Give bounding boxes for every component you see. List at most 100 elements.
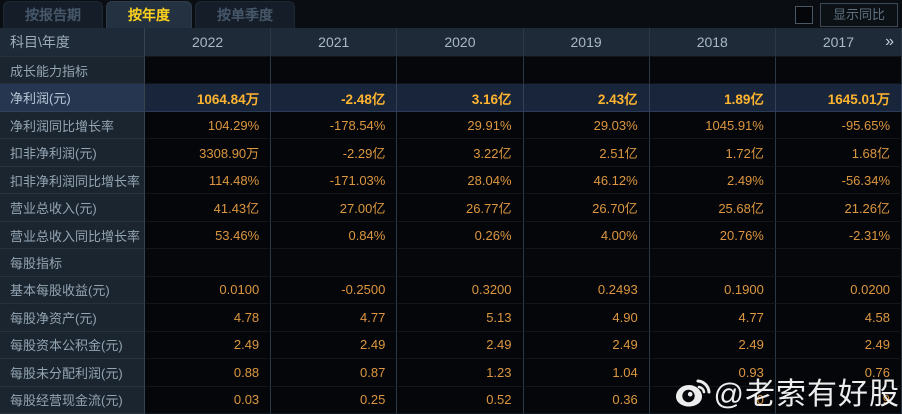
value-cell: -178.54% xyxy=(271,111,398,140)
value-cell: 4.77 xyxy=(271,304,398,332)
value-cell xyxy=(523,249,650,277)
year-header-2020[interactable]: 2020 xyxy=(397,28,524,57)
value-cell: 104.29% xyxy=(145,111,272,140)
value-cell: -56.34% xyxy=(775,166,902,195)
value-cell: 3.16亿 xyxy=(397,84,524,112)
row-label: 每股资本公积金(元) xyxy=(0,331,145,360)
value-cell: 3308.90万 xyxy=(145,139,272,167)
value-cell: 41.43亿 xyxy=(145,194,272,222)
value-cell xyxy=(397,57,524,85)
value-cell: 29.03% xyxy=(523,111,650,140)
value-cell xyxy=(775,57,902,85)
value-cell: 4.58 xyxy=(775,304,902,332)
tab-by-report-period[interactable]: 按报告期 xyxy=(3,1,103,28)
value-cell: 26.77亿 xyxy=(397,194,524,222)
value-cell: 2.49 xyxy=(775,331,902,360)
value-cell xyxy=(649,249,776,277)
show-yoy-label[interactable]: 显示同比 xyxy=(819,3,898,27)
value-cell: 0.84% xyxy=(271,221,398,250)
table-row[interactable]: 净利润(元) 1064.84万 -2.48亿 3.16亿 2.43亿 1.89亿 1645.… xyxy=(0,84,902,112)
value-cell: 1.72亿 xyxy=(649,139,776,167)
table-row[interactable]: 每股净资产(元) 4.78 4.77 5.13 4.90 4.77 4.58 xyxy=(0,304,902,332)
year-header-2019[interactable]: 2019 xyxy=(523,28,650,57)
row-label: 每股未分配利润(元) xyxy=(0,359,145,387)
row-label: 扣非净利润(元) xyxy=(0,139,145,167)
year-header-2017-label: 2017 xyxy=(822,34,855,50)
value-cell: 28.04% xyxy=(397,166,524,195)
tab-by-single-quarter[interactable]: 按单季度 xyxy=(195,1,295,28)
table-row[interactable]: 每股经营现金流(元) 0.03 0.25 0.52 0.36 0 9 xyxy=(0,386,902,414)
row-label: 每股经营现金流(元) xyxy=(0,386,145,414)
row-label: 每股指标 xyxy=(0,249,145,277)
value-cell: 0.0100 xyxy=(145,276,272,305)
row-label: 营业总收入(元) xyxy=(0,194,145,222)
value-cell: 1.04 xyxy=(523,359,650,387)
value-cell: 20.76% xyxy=(649,221,776,250)
financial-table: 科目\年度 2022 2021 2020 2019 2018 2017 » 成长… xyxy=(0,28,902,414)
table-row[interactable]: 基本每股收益(元) 0.0100 -0.2500 0.3200 0.2493 0.1900… xyxy=(0,276,902,305)
value-cell: 0.1900 xyxy=(649,276,776,305)
value-cell: 0.25 xyxy=(271,386,398,414)
tab-by-year[interactable]: 按年度 xyxy=(106,1,192,28)
table-row[interactable]: 每股未分配利润(元) 0.88 0.87 1.23 1.04 0.93 0.76 xyxy=(0,359,902,387)
value-cell: 9 xyxy=(775,386,902,414)
value-cell xyxy=(397,249,524,277)
year-header-2021[interactable]: 2021 xyxy=(271,28,398,57)
value-cell: 0.3200 xyxy=(397,276,524,305)
row-label: 基本每股收益(元) xyxy=(0,276,145,305)
table-body: 成长能力指标 净利润(元) 1064.84万 -2.48亿 3.16亿 2.43亿 1.89… xyxy=(0,57,902,414)
period-tabbar: 按报告期 按年度 按单季度 显示同比 xyxy=(0,0,902,28)
table-section-row[interactable]: 每股指标 xyxy=(0,249,902,277)
value-cell: 3.22亿 xyxy=(397,139,524,167)
table-row[interactable]: 扣非净利润同比增长率 114.48% -171.03% 28.04% 46.12% 2.4… xyxy=(0,166,902,195)
value-cell: 53.46% xyxy=(145,221,272,250)
value-cell: -95.65% xyxy=(775,111,902,140)
value-cell xyxy=(271,249,398,277)
row-label: 成长能力指标 xyxy=(0,57,145,85)
value-cell xyxy=(145,57,272,85)
table-section-row[interactable]: 成长能力指标 xyxy=(0,57,902,85)
more-years-icon[interactable]: » xyxy=(885,33,895,50)
row-label: 营业总收入同比增长率 xyxy=(0,221,145,250)
value-cell: 1645.01万 xyxy=(775,84,902,112)
value-cell: -2.48亿 xyxy=(271,84,398,112)
value-cell: 2.49 xyxy=(523,331,650,360)
table-row[interactable]: 每股资本公积金(元) 2.49 2.49 2.49 2.49 2.49 2.49 xyxy=(0,331,902,360)
value-cell: 0.88 xyxy=(145,359,272,387)
value-cell xyxy=(271,57,398,85)
value-cell: 4.90 xyxy=(523,304,650,332)
value-cell: 0.36 xyxy=(523,386,650,414)
value-cell: 0.93 xyxy=(649,359,776,387)
value-cell xyxy=(523,57,650,85)
value-cell: 0.76 xyxy=(775,359,902,387)
value-cell xyxy=(775,249,902,277)
value-cell: 4.78 xyxy=(145,304,272,332)
value-cell: 2.49 xyxy=(271,331,398,360)
yoy-controls: 显示同比 xyxy=(794,3,898,27)
table-row[interactable]: 净利润同比增长率 104.29% -178.54% 29.91% 29.03% 1045.… xyxy=(0,111,902,140)
table-row[interactable]: 营业总收入同比增长率 53.46% 0.84% 0.26% 4.00% 20.76% -2.… xyxy=(0,221,902,250)
value-cell: -2.29亿 xyxy=(271,139,398,167)
value-cell: 2.49 xyxy=(145,331,272,360)
table-header-row: 科目\年度 2022 2021 2020 2019 2018 2017 » xyxy=(0,28,902,57)
row-label: 每股净资产(元) xyxy=(0,304,145,332)
year-header-2022[interactable]: 2022 xyxy=(145,28,272,57)
table-row[interactable]: 营业总收入(元) 41.43亿 27.00亿 26.77亿 26.70亿 25.68亿 21… xyxy=(0,194,902,222)
value-cell: 4.00% xyxy=(523,221,650,250)
value-cell: 29.91% xyxy=(397,111,524,140)
show-yoy-checkbox[interactable] xyxy=(794,6,813,24)
value-cell: 1.68亿 xyxy=(775,139,902,167)
value-cell: 0.26% xyxy=(397,221,524,250)
value-cell: 27.00亿 xyxy=(271,194,398,222)
value-cell: 1.23 xyxy=(397,359,524,387)
value-cell: 114.48% xyxy=(145,166,272,195)
year-header-2017[interactable]: 2017 » xyxy=(775,28,902,57)
table-row[interactable]: 扣非净利润(元) 3308.90万 -2.29亿 3.22亿 2.51亿 1.72亿 1.6… xyxy=(0,139,902,167)
value-cell: 2.49 xyxy=(649,331,776,360)
value-cell: -2.31% xyxy=(775,221,902,250)
value-cell: 1064.84万 xyxy=(145,84,272,112)
value-cell: 25.68亿 xyxy=(649,194,776,222)
year-header-2018[interactable]: 2018 xyxy=(649,28,776,57)
corner-header: 科目\年度 xyxy=(0,28,145,57)
